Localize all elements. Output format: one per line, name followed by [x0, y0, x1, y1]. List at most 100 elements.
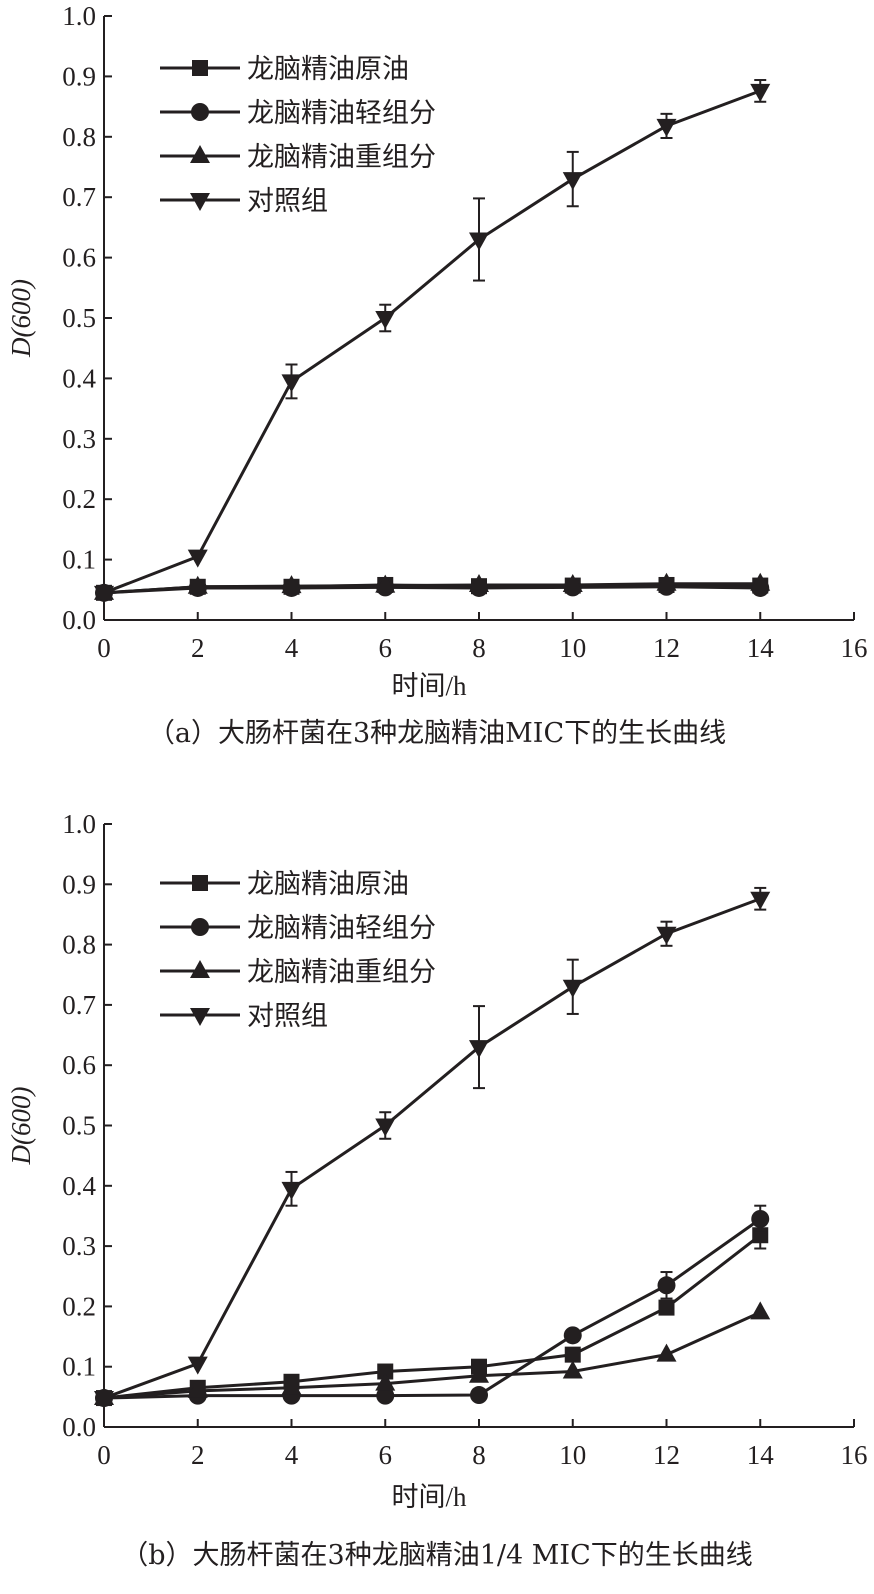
legend-label: 对照组 — [247, 1001, 328, 1032]
data-point-marker — [187, 1356, 208, 1375]
legend-marker — [190, 1008, 210, 1026]
legend-item: 龙脑精油重组分 — [160, 957, 436, 988]
y-tick-label: 0.3 — [62, 424, 96, 454]
data-point-marker — [281, 575, 302, 594]
data-point-marker — [375, 574, 396, 593]
data-point-marker — [656, 118, 677, 137]
y-tick-label: 0.7 — [62, 182, 96, 212]
data-point-marker — [469, 1040, 489, 1059]
series-heavy-fraction — [94, 1301, 771, 1406]
data-point-marker — [281, 1376, 302, 1395]
chart-caption: （a）大肠杆菌在3种龙脑精油MIC下的生长曲线 — [148, 718, 726, 749]
data-point-marker — [94, 1391, 114, 1410]
y-tick-label: 0.2 — [62, 484, 96, 514]
y-tick-label: 0.9 — [62, 61, 96, 91]
series-line — [103, 1311, 761, 1400]
x-tick-label: 14 — [747, 633, 775, 663]
data-point-marker — [656, 926, 677, 945]
data-point-marker — [562, 573, 583, 592]
y-tick-label: 0.5 — [62, 303, 96, 333]
data-point-marker — [375, 311, 396, 329]
x-axis-title: 时间/h — [391, 671, 467, 701]
data-point-marker — [187, 1379, 208, 1398]
data-point-marker — [377, 1363, 394, 1380]
data-point-marker — [563, 1326, 582, 1345]
legend-label: 龙脑精油原油 — [247, 869, 409, 900]
y-tick-label: 0.2 — [62, 1291, 96, 1321]
data-point-marker — [562, 979, 583, 998]
data-point-marker — [657, 1276, 676, 1295]
data-point-marker — [562, 172, 583, 191]
legend-marker — [191, 103, 209, 121]
legend-label: 对照组 — [247, 186, 328, 217]
legend-label: 龙脑精油原油 — [247, 54, 409, 85]
series-line — [103, 897, 761, 1400]
legend-marker — [190, 145, 210, 163]
growth-curve-chart-b: 0 2 4 6 8 10 12 14 16 0.0 0.1 0.2 0.3 0.4 0.5 0.6 0.7 0.8… — [6, 809, 868, 1571]
data-point-marker — [750, 83, 771, 102]
y-tick-label: 0.3 — [62, 1231, 96, 1261]
y-tick-label: 0.1 — [62, 545, 96, 575]
data-point-marker — [469, 573, 489, 592]
data-point-marker — [750, 572, 771, 591]
legend-item: 龙脑精油原油 — [160, 869, 409, 900]
legend-marker — [191, 918, 209, 936]
legend-item: 对照组 — [160, 1001, 328, 1032]
chart-panel-a: 0 2 4 6 8 10 12 14 16 0.0 0.1 0.2 0.3 0.4 0.5 0.6 0.7 0.8… — [0, 0, 874, 788]
series-line — [103, 1234, 762, 1400]
data-point-marker — [751, 1209, 770, 1228]
y-tick-label: 0.6 — [62, 243, 96, 273]
series-line — [103, 582, 761, 595]
y-tick-label: 0.8 — [62, 930, 96, 960]
chart-caption: （b）大肠杆菌在3种龙脑精油1/4 MIC下的生长曲线 — [121, 1540, 752, 1571]
data-point-marker — [656, 572, 677, 591]
y-tick-label: 1.0 — [62, 1, 96, 31]
legend-label: 龙脑精油重组分 — [247, 142, 436, 173]
x-axis-title: 时间/h — [391, 1482, 467, 1512]
x-tick-label: 10 — [559, 633, 586, 663]
data-point-marker — [94, 585, 114, 604]
data-point-marker — [564, 1346, 581, 1363]
y-tick-label: 0.4 — [62, 1171, 96, 1201]
x-tick-label: 4 — [285, 1440, 299, 1470]
data-point-marker — [469, 1364, 489, 1383]
legend-item: 龙脑精油轻组分 — [160, 913, 436, 944]
y-tick-label: 0.4 — [62, 363, 96, 393]
legend-label: 龙脑精油重组分 — [247, 957, 436, 988]
legend-item: 龙脑精油轻组分 — [160, 98, 436, 129]
x-tick-label: 8 — [472, 1440, 486, 1470]
legend-marker — [192, 875, 208, 891]
legend-label: 龙脑精油轻组分 — [247, 913, 436, 944]
legend-marker — [190, 960, 210, 978]
data-point-marker — [375, 1372, 396, 1391]
x-tick-label: 0 — [97, 1440, 111, 1470]
data-point-marker — [281, 1181, 302, 1200]
y-axis-title: D(600) — [6, 279, 36, 358]
chart-panel-b: 0 2 4 6 8 10 12 14 16 0.0 0.1 0.2 0.3 0.4 0.5 0.6 0.7 0.8… — [0, 806, 874, 1594]
y-tick-label: 0.5 — [62, 1111, 96, 1141]
data-point-marker — [562, 1360, 583, 1379]
y-tick-label: 0.8 — [62, 122, 96, 152]
data-point-marker — [658, 1299, 675, 1316]
legend-item: 龙脑精油原油 — [160, 54, 409, 85]
x-tick-label: 12 — [653, 1440, 680, 1470]
legend-marker — [190, 193, 210, 211]
x-tick-label: 2 — [191, 633, 205, 663]
x-tick-label: 14 — [747, 1440, 775, 1470]
series-control — [94, 886, 771, 1410]
data-point-marker — [470, 1386, 488, 1405]
y-tick-label: 1.0 — [62, 809, 96, 839]
x-tick-label: 0 — [97, 633, 111, 663]
data-point-marker — [469, 232, 489, 251]
data-point-marker — [656, 1343, 677, 1362]
y-axis-title: D(600) — [6, 1087, 36, 1166]
data-point-marker — [750, 891, 771, 910]
legend-marker — [192, 60, 208, 76]
series-control — [94, 79, 771, 604]
legend-item: 龙脑精油重组分 — [160, 142, 436, 173]
y-tick-label: 0.9 — [62, 869, 96, 899]
data-point-marker — [750, 1301, 771, 1320]
y-tick-label: 0.7 — [62, 990, 96, 1020]
legend-item: 对照组 — [160, 186, 328, 217]
series-line — [103, 89, 761, 595]
